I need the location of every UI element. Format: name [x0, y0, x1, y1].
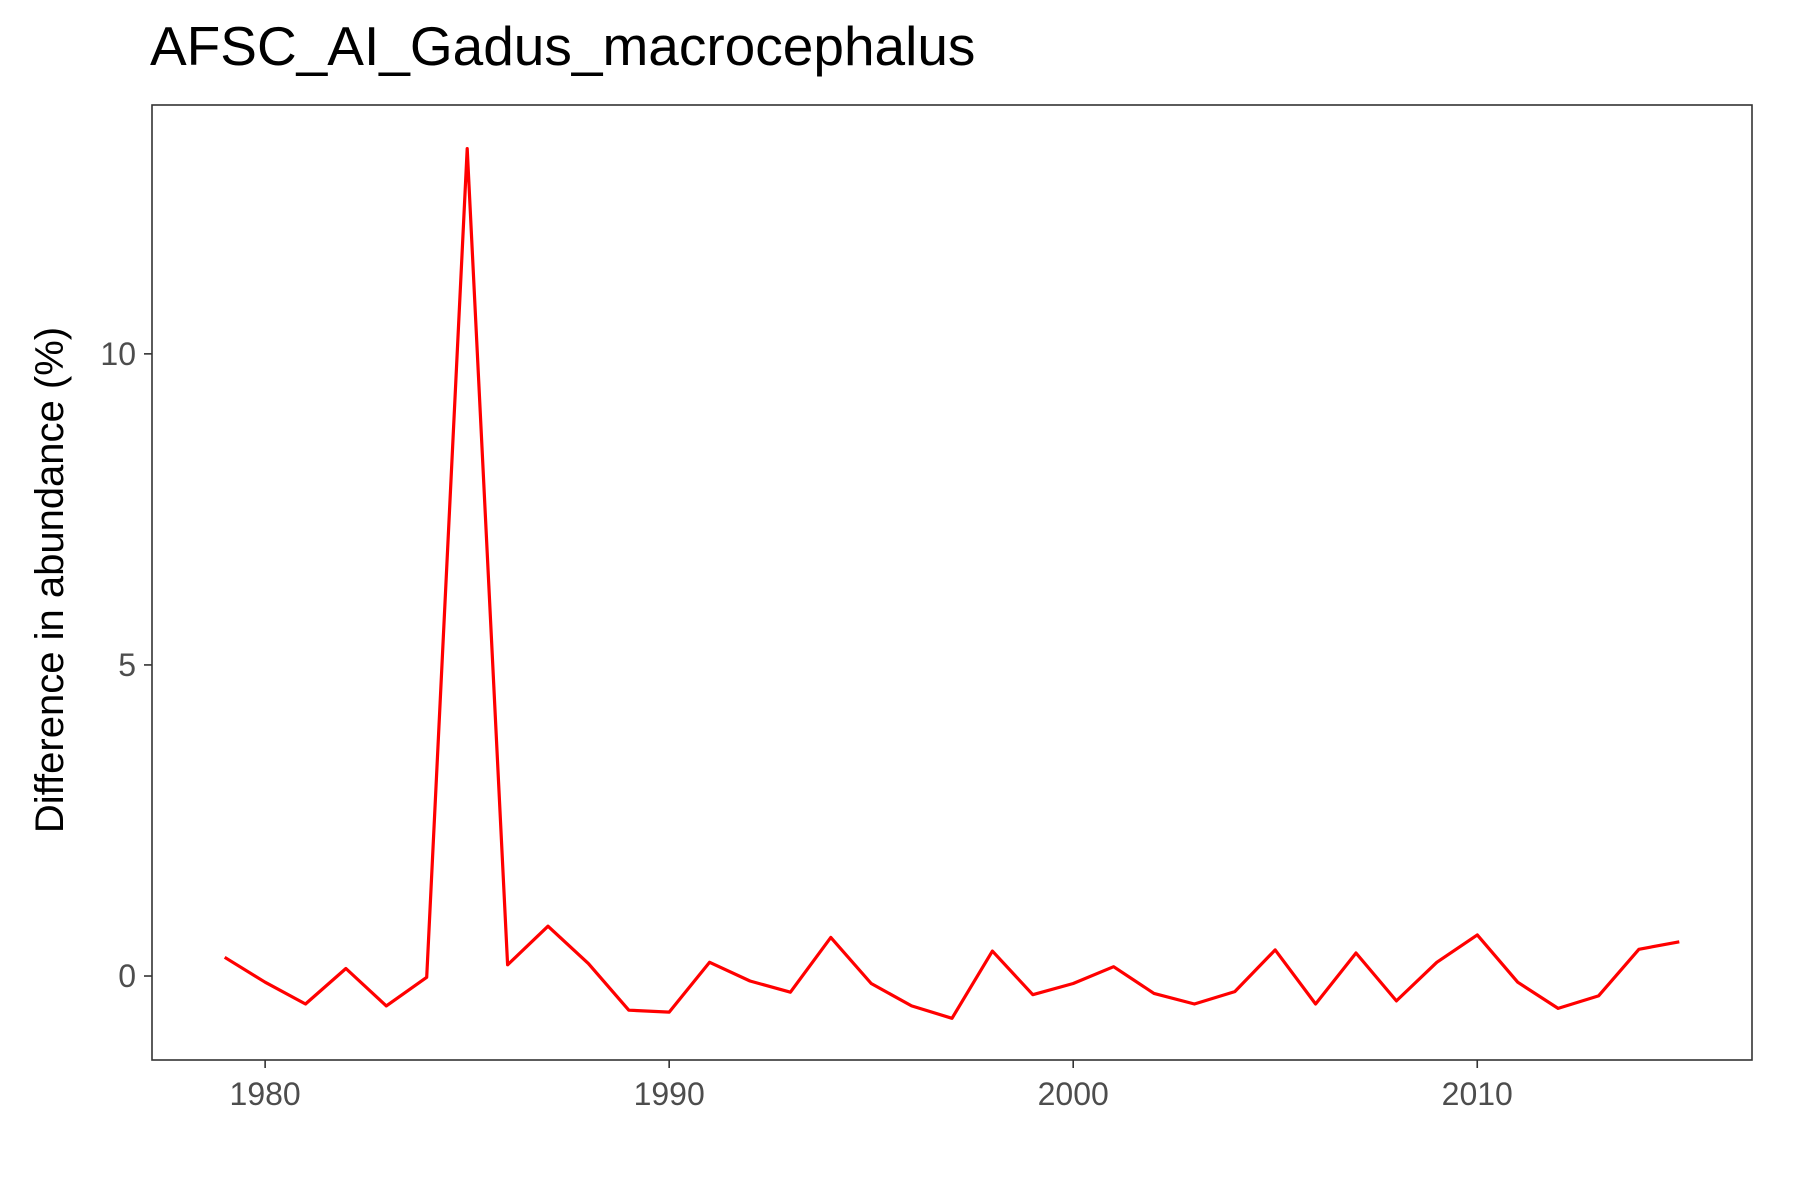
x-tick-label: 1990	[634, 1076, 705, 1112]
y-tick-label: 0	[118, 958, 136, 994]
y-axis-title: Difference in abundance (%)	[28, 327, 72, 833]
panel-border	[151, 104, 1753, 1061]
series-line	[223, 147, 1680, 1020]
x-tick-label: 1980	[230, 1076, 301, 1112]
chart-title: AFSC_AI_Gadus_macrocephalus	[150, 15, 976, 77]
y-tick-label: 10	[100, 336, 136, 372]
plot-area: 0 5 10 1980 1990 2000 2010	[100, 104, 1753, 1112]
y-tick-label: 5	[118, 647, 136, 683]
x-tick-label: 2010	[1442, 1076, 1513, 1112]
x-tick-label: 2000	[1038, 1076, 1109, 1112]
